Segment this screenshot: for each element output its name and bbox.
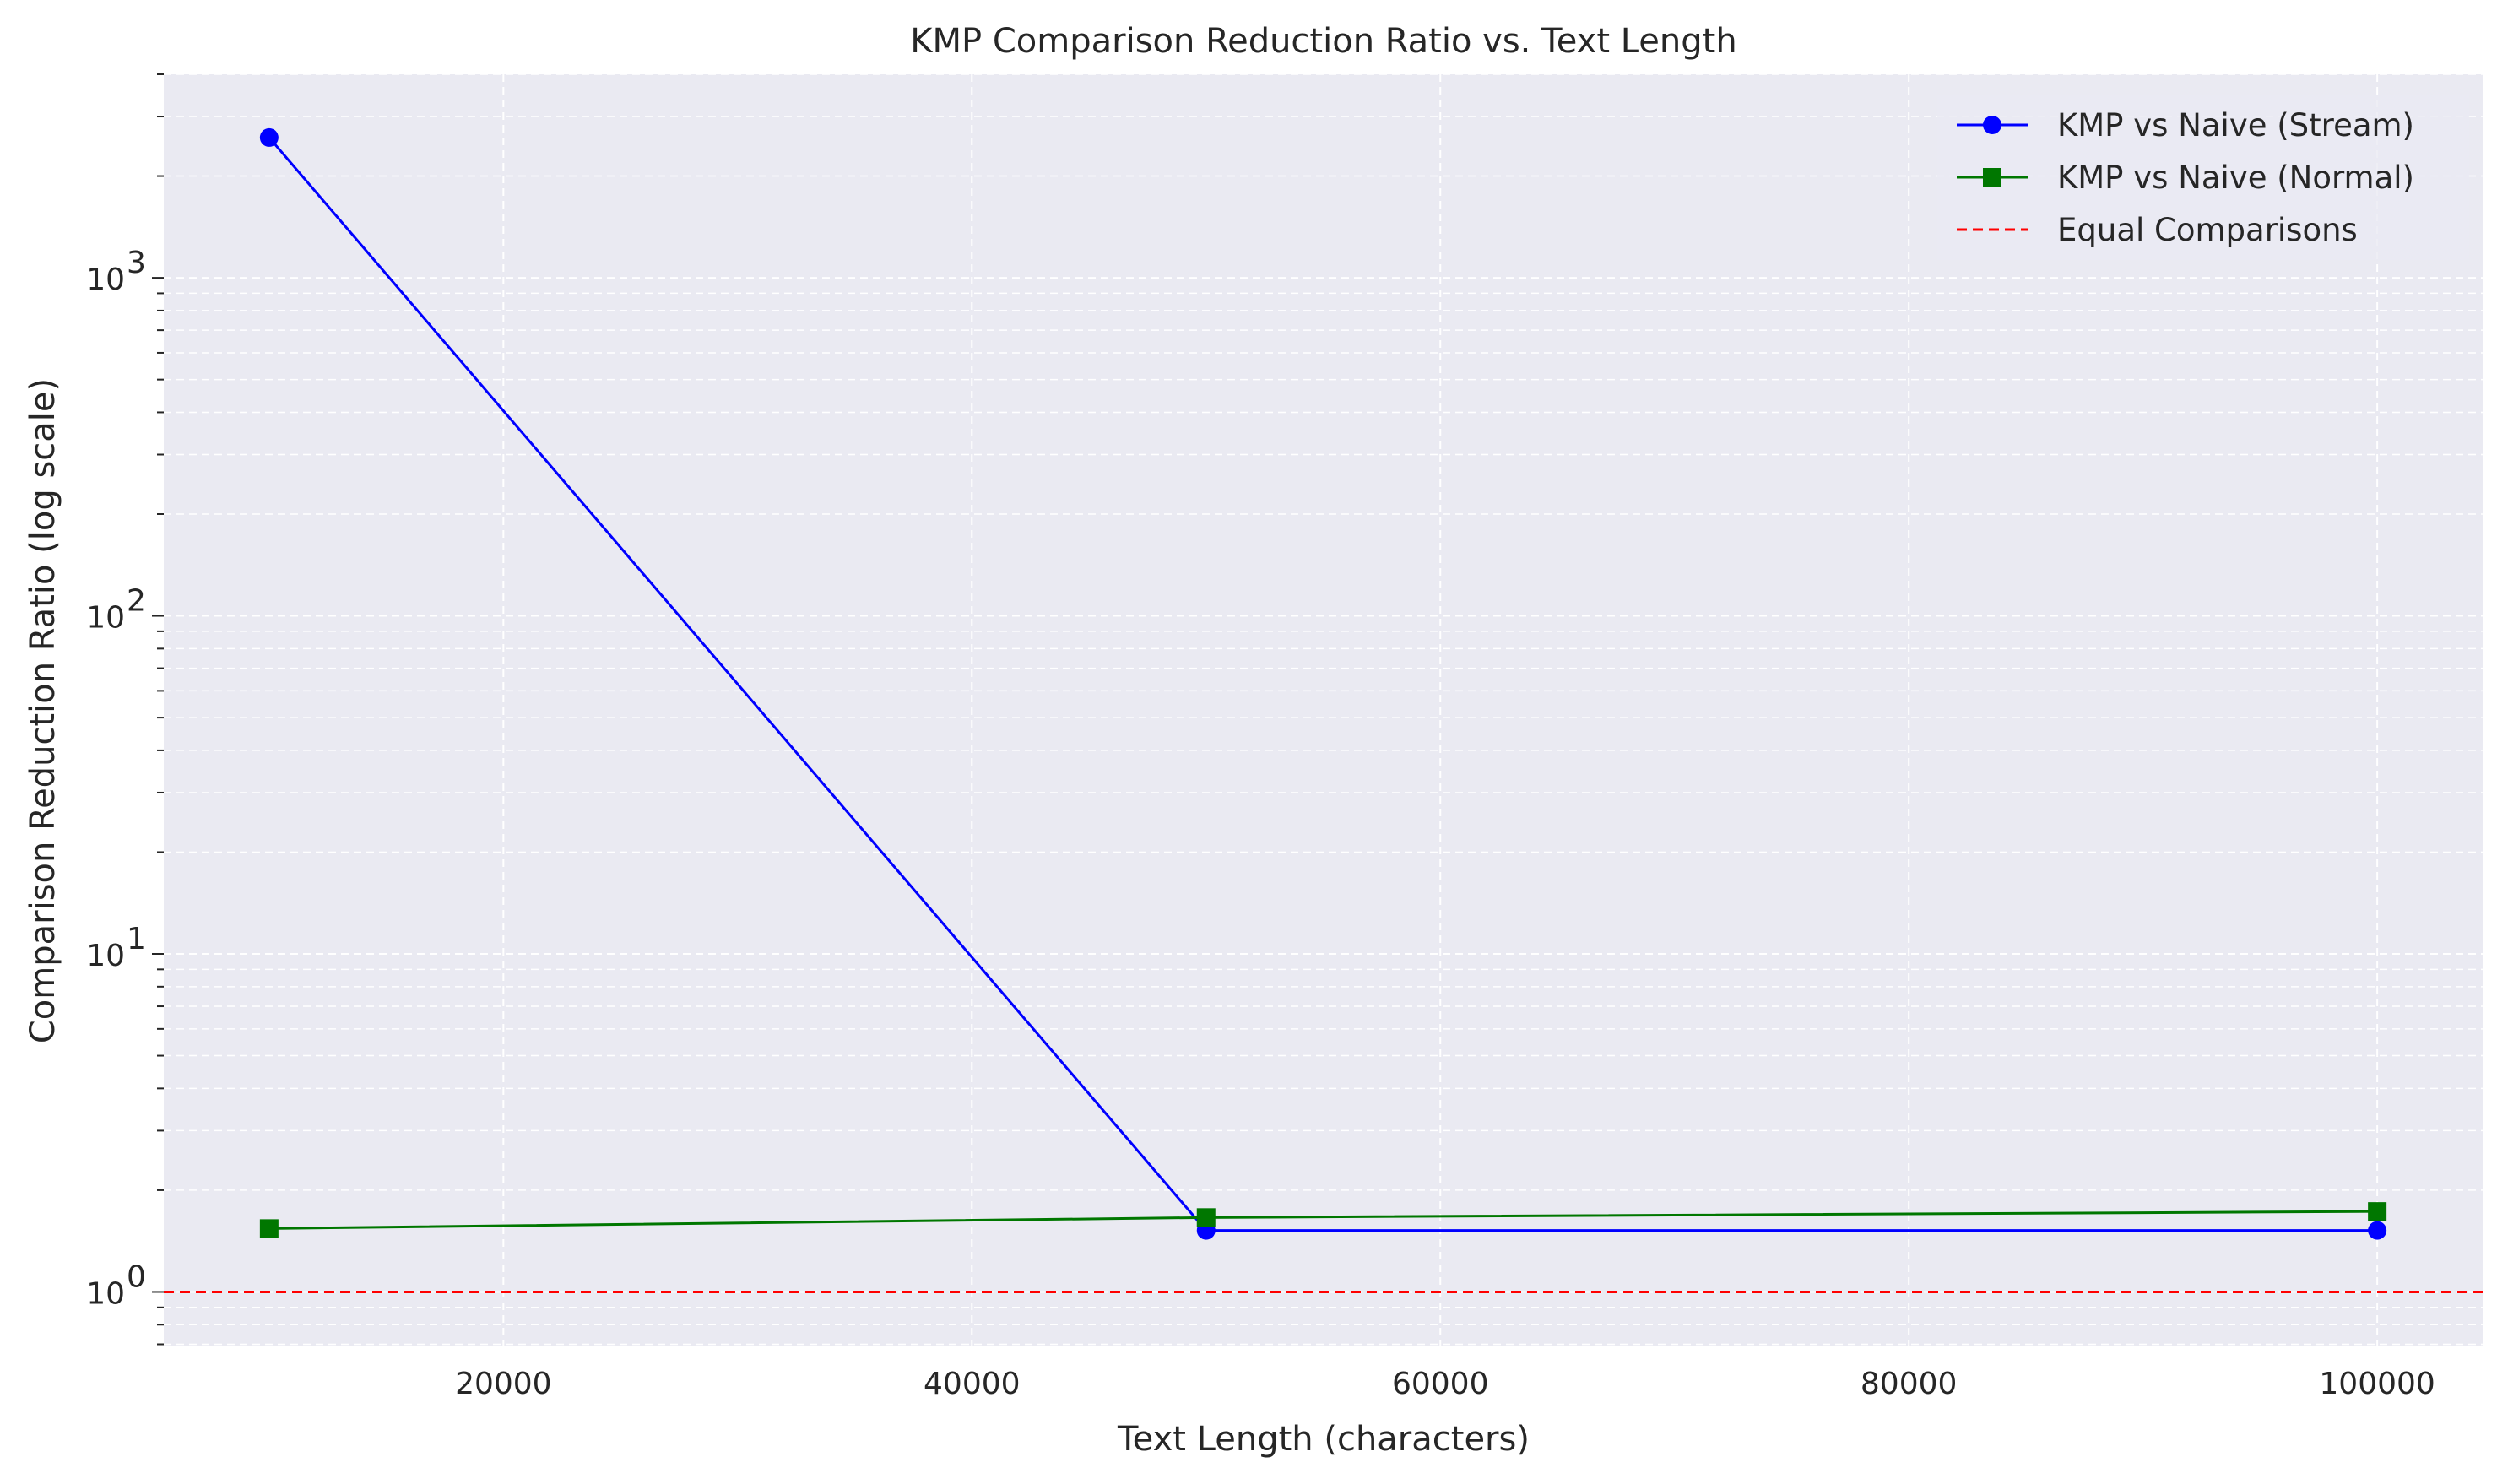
x-tick-label: 60000 [1392, 1367, 1489, 1401]
x-tick-label: 100000 [2319, 1367, 2435, 1401]
x-tick-label: 80000 [1861, 1367, 1958, 1401]
y-tick-label-exponent: 3 [127, 246, 146, 280]
stream-data-point [2368, 1221, 2387, 1240]
y-tick-label: 10 [86, 939, 125, 973]
stream-data-point [259, 127, 279, 147]
x-axis-label: Text Length (characters) [1117, 1420, 1530, 1459]
x-tick-label: 40000 [924, 1367, 1021, 1401]
y-tick-label-exponent: 1 [127, 922, 146, 956]
chart-title: KMP Comparison Reduction Ratio vs. Text … [910, 22, 1736, 61]
normal-data-point [2368, 1202, 2387, 1221]
y-tick-label: 10 [86, 1276, 125, 1311]
normal-data-point [1196, 1208, 1216, 1227]
y-tick-label: 10 [86, 601, 125, 636]
y-tick-label: 10 [86, 263, 125, 297]
legend-equal-label: Equal Comparisons [2057, 212, 2358, 248]
legend-stream-label: KMP vs Naive (Stream) [2057, 107, 2414, 144]
grid-lines [164, 73, 2483, 1346]
legend-stream-marker [1983, 116, 2001, 134]
plot-area [164, 74, 2483, 1346]
x-tick-label: 20000 [455, 1367, 552, 1401]
y-tick-label-exponent: 0 [127, 1259, 146, 1294]
series-layer [164, 127, 2483, 1293]
y-axis-label: Comparison Reduction Ratio (log scale) [24, 378, 62, 1043]
legend-normal-marker [1983, 168, 2001, 187]
legend-normal-label: KMP vs Naive (Normal) [2057, 160, 2414, 196]
normal-data-point [259, 1219, 279, 1238]
y-tick-label-exponent: 2 [127, 584, 146, 619]
legend: KMP vs Naive (Stream) KMP vs Naive (Norm… [1937, 95, 2469, 260]
